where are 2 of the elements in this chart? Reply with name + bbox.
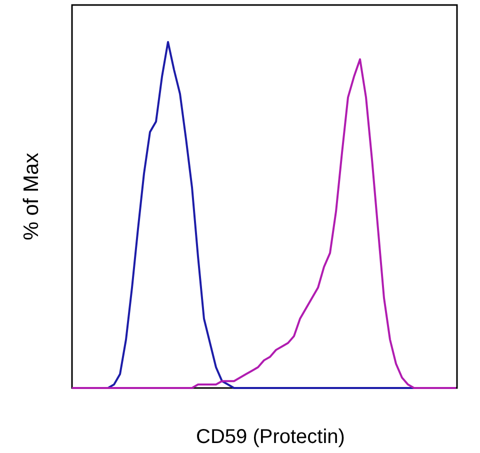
- x-axis-title: CD59 (Protectin): [196, 426, 345, 448]
- y-axis-title: % of Max: [20, 152, 43, 240]
